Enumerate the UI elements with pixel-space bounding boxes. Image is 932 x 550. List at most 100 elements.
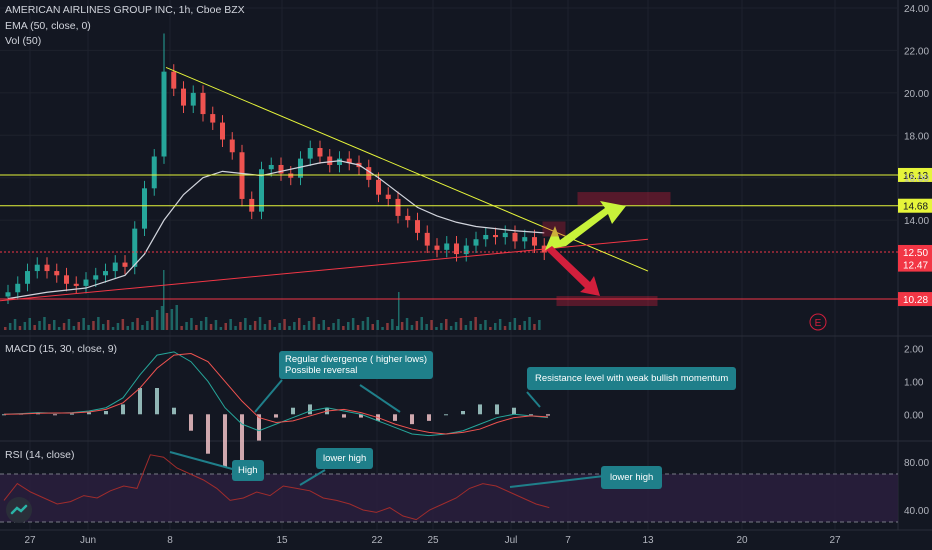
level-tag-label: 12.50 [903,248,928,259]
candle-body [83,279,89,286]
macd-histogram-bar [189,414,193,431]
volume-bar [347,322,350,330]
candle-body [190,92,196,106]
macd-panel [2,351,550,467]
volume-bar [332,323,335,330]
volume-bar [400,322,404,330]
ema-legend[interactable]: EMA (50, close, 0) [5,20,91,32]
macd-histogram-bar [206,414,210,454]
volume-bar [244,318,247,330]
volume-bar [337,319,340,330]
lower-high-pointer [299,469,326,486]
candle-body [25,271,30,284]
volume-bar [278,323,281,330]
candle-body [298,158,303,178]
volume-bar [366,317,370,330]
volume-bar [23,322,27,330]
symbol-title[interactable]: AMERICAN AIRLINES GROUP INC, 1h, Cboe BZ… [5,4,245,16]
volume-bar [102,324,105,330]
price-tick-label: 22.00 [904,46,929,57]
volume-legend[interactable]: Vol (50) [5,35,42,47]
macd-histogram-bar [410,414,414,425]
level-tag [898,167,932,182]
lower-high-callout-2[interactable]: lower high [601,466,663,489]
drawings [0,66,671,307]
macd-histogram-bar [495,404,499,415]
macd-histogram-bar [308,404,312,415]
volume-bar [484,320,487,330]
volume-bar [18,326,22,330]
volume-bar [283,319,286,330]
high-callout[interactable]: High [232,460,264,481]
level-tag-label: 10.28 [903,295,928,306]
candle-body [366,167,372,180]
candle-body [210,114,216,123]
level-tag [898,257,932,272]
rsi-tick-label: 40.00 [904,506,929,517]
volume-bar [151,317,154,330]
volume-bar [38,321,41,330]
candle-body [200,92,206,115]
volume-bar [420,317,423,330]
tradingview-logo[interactable] [6,497,32,523]
volume-bar [440,323,443,330]
rsi-legend[interactable]: RSI (14, close) [5,449,75,461]
macd-histogram-bar [512,407,516,415]
volume-bar [131,322,134,330]
time-tick-label: 25 [427,535,439,546]
high-pointer [169,451,237,471]
volume-bar [200,321,203,330]
candle-body [317,148,323,157]
candle-body [93,275,99,280]
volume-bar [263,324,267,330]
volume-bar [190,318,193,330]
volume-bar [43,317,46,330]
volume-bar [163,270,165,330]
volume-bar [57,327,61,330]
macd-legend[interactable]: MACD (15, 30, close, 9) [5,343,118,355]
volume-bar [106,320,110,330]
candle-body [424,232,430,246]
resistance-callout[interactable]: Resistance level with weak bullish momen… [527,367,737,390]
lower-high-callout-1[interactable]: lower high [316,448,374,469]
volume-bar [97,317,100,330]
time-axis: 27 Jun 8 15 22 25 Jul 7 13 20 27 [24,535,841,546]
volume-bar [415,321,419,330]
signal-line [3,352,549,435]
time-tick-label: 22 [371,535,383,546]
rsi-band [0,474,898,522]
candle-body [259,169,264,212]
divergence-callout[interactable]: Regular divergence ( higher lows) Possib… [279,351,434,379]
volume-bars [4,270,541,330]
volume-bar [317,324,321,330]
candle-body [132,228,138,267]
macd-histogram-bar [291,407,295,415]
volume-bar [234,326,237,330]
macd-histogram-bar [223,414,227,467]
macd-histogram-bar [138,388,142,415]
volume-bar [327,327,330,330]
volume-bar [288,326,291,330]
earnings-marker[interactable]: E [809,313,827,331]
macd-tick-label: 0.00 [904,410,924,421]
volume-bar [4,327,7,330]
time-tick-label: Jul [505,535,518,546]
macd-line [3,351,549,437]
volume-bar [72,326,76,330]
macd-histogram-bar [155,388,159,415]
volume-bar [356,325,360,330]
volume-bar [13,319,17,330]
volume-bar [185,322,188,330]
volume-bar [293,322,296,330]
level-tag [898,244,932,259]
volume-bar [410,325,414,330]
grid [0,0,932,531]
divergence-pointer [359,384,401,413]
macd-histogram-bar [70,413,74,415]
price-tick-label: 24.00 [904,4,929,15]
candle-body [415,220,420,233]
candle-body [522,237,528,242]
volume-bar [175,305,178,330]
